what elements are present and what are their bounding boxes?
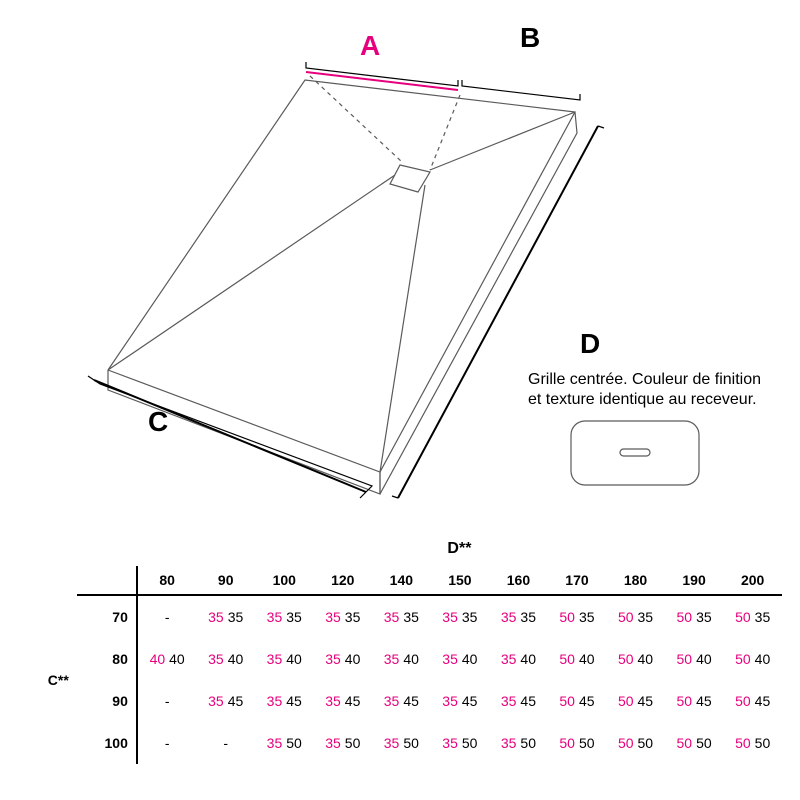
table-cell: 3540 — [431, 638, 490, 680]
table-cell: 5050 — [723, 722, 782, 764]
table-cell: 3535 — [314, 595, 373, 638]
table-cell: - — [137, 680, 197, 722]
table-cell: 3550 — [431, 722, 490, 764]
d-col-header: 170 — [548, 566, 607, 595]
d-col-header: 90 — [196, 566, 255, 595]
table-cell: 3550 — [372, 722, 431, 764]
caption-line-1: Grille centrée. Couleur de finition — [528, 370, 761, 390]
table-cell: 3535 — [489, 595, 548, 638]
table-cell: 5050 — [606, 722, 665, 764]
table-cell: 5040 — [548, 638, 607, 680]
table-cell: 5040 — [723, 638, 782, 680]
dimension-table: D** 8090100120140150160170180190200 C**7… — [18, 540, 782, 764]
c-row-header: 80 — [77, 638, 137, 680]
table-row: 90-3545354535453545354535455045504550455… — [18, 680, 782, 722]
caption-line-2: et texture identique au receveur. — [528, 390, 761, 410]
d-col-header: 120 — [314, 566, 373, 595]
table-cell: 3550 — [255, 722, 314, 764]
table-cell: 5050 — [665, 722, 724, 764]
table-cell: 3540 — [196, 638, 255, 680]
table-cell: 3540 — [314, 638, 373, 680]
table-cell: 3535 — [431, 595, 490, 638]
table-cell: 3545 — [314, 680, 373, 722]
table-cell: 3545 — [431, 680, 490, 722]
technical-drawing: A B C D Grille centrée. Couleur de finit… — [0, 0, 800, 525]
table-cell: - — [196, 722, 255, 764]
table-cell: 4040 — [137, 638, 197, 680]
table-cell: 5040 — [606, 638, 665, 680]
dimension-label-d: D — [580, 328, 600, 360]
d-col-header: 200 — [723, 566, 782, 595]
grille-icon — [570, 420, 700, 491]
table-cell: 5045 — [665, 680, 724, 722]
page: A B C D Grille centrée. Couleur de finit… — [0, 0, 800, 800]
table-cell: 3550 — [314, 722, 373, 764]
d-col-header: 150 — [431, 566, 490, 595]
dimension-label-c: C — [148, 406, 168, 438]
table-cell: 3540 — [489, 638, 548, 680]
dimension-label-a: A — [360, 30, 380, 62]
table-row: 100--35503550355035503550505050505050505… — [18, 722, 782, 764]
table-cell: 3550 — [489, 722, 548, 764]
table-cell: 3545 — [489, 680, 548, 722]
table-cell: 3535 — [255, 595, 314, 638]
table: D** 8090100120140150160170180190200 C**7… — [18, 540, 782, 764]
c-row-header: 90 — [77, 680, 137, 722]
table-row: 8040403540354035403540354035405040504050… — [18, 638, 782, 680]
table-cell: 3540 — [372, 638, 431, 680]
table-cell: 3535 — [196, 595, 255, 638]
table-cell: - — [137, 722, 197, 764]
table-cell: 5045 — [548, 680, 607, 722]
table-cell: 5045 — [606, 680, 665, 722]
table-cell: - — [137, 595, 197, 638]
d-header: D** — [137, 540, 782, 566]
table-cell: 3535 — [372, 595, 431, 638]
table-cell: 3545 — [196, 680, 255, 722]
c-header: C** — [18, 595, 77, 764]
d-col-header: 160 — [489, 566, 548, 595]
c-row-header: 100 — [77, 722, 137, 764]
table-cell: 5035 — [548, 595, 607, 638]
table-cell: 3540 — [255, 638, 314, 680]
c-row-header: 70 — [77, 595, 137, 638]
dimension-label-b: B — [520, 22, 540, 54]
d-col-header: 140 — [372, 566, 431, 595]
d-col-header: 100 — [255, 566, 314, 595]
d-col-header: 180 — [606, 566, 665, 595]
table-cell: 5040 — [665, 638, 724, 680]
table-cell: 5035 — [723, 595, 782, 638]
table-cell: 5050 — [548, 722, 607, 764]
table-cell: 5035 — [606, 595, 665, 638]
d-col-header: 80 — [137, 566, 197, 595]
table-cell: 3545 — [372, 680, 431, 722]
table-cell: 3545 — [255, 680, 314, 722]
table-cell: 5045 — [723, 680, 782, 722]
d-col-header: 190 — [665, 566, 724, 595]
table-cell: 5035 — [665, 595, 724, 638]
table-row: C**70-3535353535353535353535355035503550… — [18, 595, 782, 638]
grille-caption: Grille centrée. Couleur de finition et t… — [528, 370, 761, 410]
